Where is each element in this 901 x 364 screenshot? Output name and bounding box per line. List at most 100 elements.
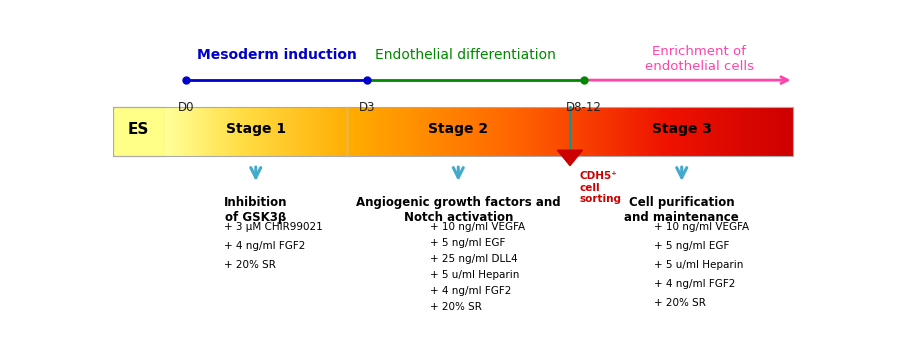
Bar — [718, 107, 720, 156]
Bar — [778, 107, 779, 156]
Bar — [767, 107, 769, 156]
Bar — [338, 107, 340, 156]
Bar — [446, 107, 448, 156]
Bar — [696, 107, 698, 156]
Bar — [623, 107, 624, 156]
Bar — [564, 107, 566, 156]
Bar — [182, 107, 184, 156]
Bar — [790, 107, 792, 156]
Bar — [743, 107, 745, 156]
Bar — [553, 107, 555, 156]
Bar — [228, 107, 230, 156]
Bar — [283, 107, 285, 156]
Bar — [256, 107, 258, 156]
Bar — [695, 107, 696, 156]
Bar — [684, 107, 686, 156]
Bar — [522, 107, 523, 156]
Bar — [598, 107, 601, 156]
Bar — [545, 107, 547, 156]
Bar — [404, 107, 405, 156]
Bar — [292, 107, 294, 156]
Bar — [641, 107, 643, 156]
Bar — [349, 107, 350, 156]
Bar — [165, 107, 167, 156]
Bar — [368, 107, 369, 156]
Bar — [509, 107, 511, 156]
Bar — [671, 107, 673, 156]
Bar — [633, 107, 635, 156]
Bar — [365, 107, 367, 156]
Bar — [487, 107, 489, 156]
Bar — [476, 107, 478, 156]
Bar — [192, 107, 194, 156]
Bar — [445, 107, 447, 156]
Bar — [402, 107, 405, 156]
Bar — [259, 107, 261, 156]
Bar — [187, 107, 189, 156]
Bar — [506, 107, 508, 156]
Bar — [242, 107, 244, 156]
Bar — [518, 107, 521, 156]
Bar — [286, 107, 288, 156]
Bar — [617, 107, 619, 156]
Bar — [469, 107, 472, 156]
Bar — [503, 107, 505, 156]
Bar — [432, 107, 434, 156]
Bar — [369, 107, 371, 156]
Bar — [435, 107, 437, 156]
Bar — [471, 107, 473, 156]
Bar — [215, 107, 217, 156]
Bar — [306, 107, 308, 156]
Bar — [610, 107, 612, 156]
Bar — [262, 107, 264, 156]
Bar — [614, 107, 616, 156]
Bar — [171, 107, 173, 156]
Bar — [267, 107, 269, 156]
Bar — [539, 107, 541, 156]
Bar — [515, 107, 517, 156]
Bar — [378, 107, 380, 156]
Bar — [716, 107, 718, 156]
Bar — [234, 107, 236, 156]
Text: + 10 ng/ml VEGFA: + 10 ng/ml VEGFA — [654, 222, 749, 232]
Bar — [729, 107, 731, 156]
Bar — [317, 107, 319, 156]
Bar — [243, 107, 245, 156]
Bar — [201, 107, 203, 156]
Bar — [249, 107, 250, 156]
Bar — [663, 107, 665, 156]
Bar — [687, 107, 688, 156]
Bar — [482, 107, 484, 156]
Bar — [562, 107, 564, 156]
Bar — [704, 107, 705, 156]
Bar — [657, 107, 659, 156]
Bar — [268, 107, 270, 156]
Bar — [759, 107, 760, 156]
Bar — [396, 107, 398, 156]
Bar — [660, 107, 662, 156]
Bar — [613, 107, 614, 156]
Bar — [328, 107, 331, 156]
Bar — [297, 107, 299, 156]
Bar — [762, 107, 764, 156]
Bar — [459, 107, 460, 156]
Bar — [606, 107, 608, 156]
Bar — [253, 107, 255, 156]
Bar — [308, 107, 310, 156]
Bar — [495, 107, 496, 156]
Bar — [498, 107, 500, 156]
Bar — [594, 107, 596, 156]
Bar — [547, 107, 549, 156]
Bar — [572, 107, 574, 156]
Bar — [319, 107, 321, 156]
Text: + 4 ng/ml FGF2: + 4 ng/ml FGF2 — [224, 241, 305, 251]
Bar — [416, 107, 418, 156]
Text: + 4 ng/ml FGF2: + 4 ng/ml FGF2 — [431, 286, 512, 296]
Polygon shape — [558, 150, 583, 166]
Bar — [511, 107, 513, 156]
Bar — [726, 107, 728, 156]
Bar — [450, 107, 451, 156]
Bar — [578, 107, 580, 156]
Bar — [305, 107, 306, 156]
Bar — [113, 107, 165, 156]
